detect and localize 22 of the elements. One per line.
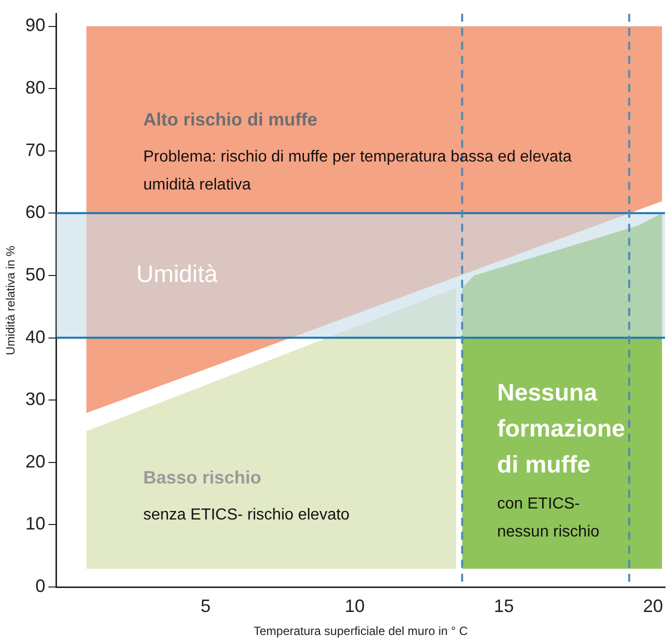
band-label: Umidità — [136, 261, 218, 288]
x-tick-label: 15 — [494, 596, 514, 616]
y-tick-label: 80 — [25, 78, 46, 98]
x-axis-title: Temperatura superficiale del muro in ° C — [254, 624, 468, 638]
annotation: Nessuna formazione di muffe — [497, 379, 626, 478]
y-tick-label: 30 — [25, 389, 46, 410]
y-tick-label: 40 — [25, 326, 46, 347]
y-axis-title: Umidità relativa in % — [4, 245, 18, 356]
y-tick-label: 0 — [35, 576, 46, 596]
y-tick-label: 90 — [25, 15, 46, 36]
y-tick-label: 60 — [25, 202, 46, 222]
y-tick-label: 20 — [25, 451, 46, 472]
y-tick-label: 10 — [25, 514, 46, 534]
y-tick-label: 50 — [25, 264, 46, 284]
annotation: senza ETICS- rischio elevato — [143, 506, 350, 524]
x-tick-label: 5 — [200, 596, 211, 616]
annotation: Alto rischio di muffe — [143, 109, 318, 130]
annotation: Basso rischio — [143, 467, 262, 488]
x-tick-label: 10 — [344, 596, 365, 616]
y-tick-label: 70 — [25, 140, 46, 160]
x-tick-label: 20 — [643, 596, 664, 616]
annotation: con ETICS- nessun rischio — [497, 495, 600, 540]
